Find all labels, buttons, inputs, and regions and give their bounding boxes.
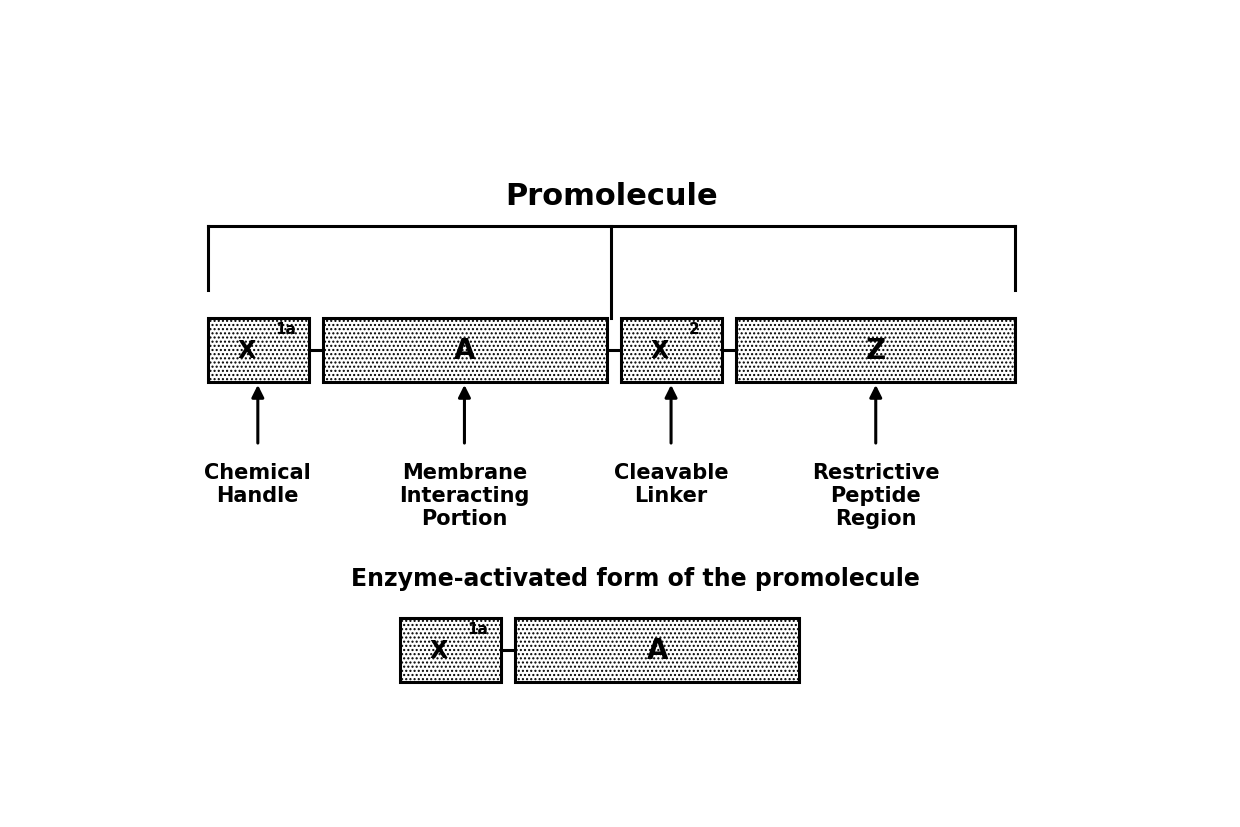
Text: 1a: 1a	[275, 322, 296, 337]
Text: X: X	[238, 339, 255, 363]
Bar	[401, 619, 501, 682]
Text: X: X	[430, 638, 448, 662]
Bar	[516, 619, 799, 682]
Bar	[737, 319, 1016, 383]
Bar	[208, 319, 309, 383]
Text: X: X	[651, 339, 670, 363]
Text: 1a: 1a	[467, 621, 489, 636]
Bar	[324, 319, 606, 383]
Text: Cleavable
Linker: Cleavable Linker	[614, 462, 728, 505]
Text: A: A	[454, 337, 476, 365]
Text: Enzyme-activated form of the promolecule: Enzyme-activated form of the promolecule	[351, 566, 920, 590]
Text: Restrictive
Peptide
Region: Restrictive Peptide Region	[812, 462, 940, 528]
Text: A: A	[646, 636, 668, 664]
Bar	[621, 319, 722, 383]
Text: Promolecule: Promolecule	[505, 182, 718, 211]
Text: 2: 2	[689, 322, 699, 337]
Text: Z: Z	[866, 337, 885, 365]
Text: Chemical
Handle: Chemical Handle	[205, 462, 311, 505]
Text: Membrane
Interacting
Portion: Membrane Interacting Portion	[399, 462, 529, 528]
